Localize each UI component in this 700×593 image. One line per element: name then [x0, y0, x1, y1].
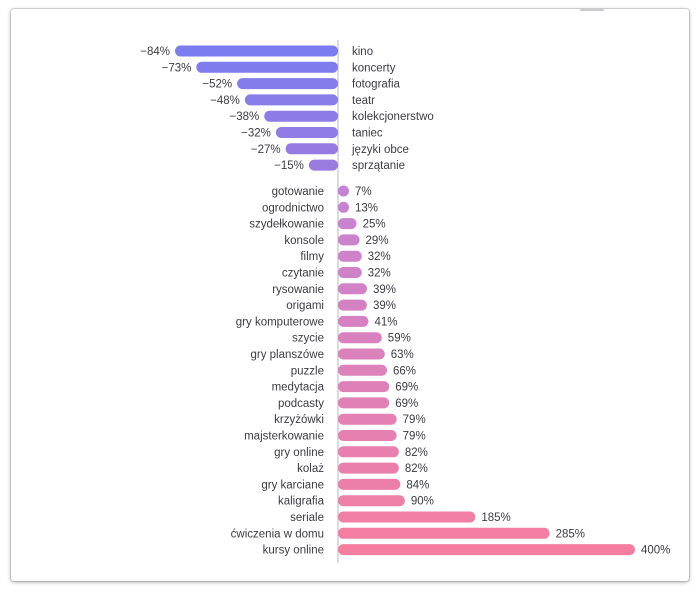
category-label-positive-5: czytanie [282, 268, 324, 280]
bar-positive-15 [338, 430, 397, 441]
bar-negative-4 [264, 110, 338, 122]
value-label-positive-16: 82% [405, 447, 428, 459]
bar-negative-0 [175, 45, 338, 57]
bar-positive-7 [338, 299, 367, 311]
bar-negative-3 [244, 94, 338, 106]
bar-negative-6 [285, 143, 338, 155]
category-label-positive-13: podcasty [278, 398, 324, 410]
bar-positive-20 [338, 511, 476, 523]
category-label-positive-0: gotowanie [272, 186, 324, 198]
category-label-positive-3: konsole [284, 235, 324, 247]
bar-positive-16 [338, 446, 399, 458]
category-label-positive-22: kursy online [263, 545, 324, 557]
category-label-positive-21: ćwiczenia w domu [231, 528, 324, 540]
value-label-positive-8: 41% [374, 316, 397, 328]
category-label-negative-1: koncerty [352, 62, 396, 74]
value-label-positive-2: 25% [363, 219, 386, 231]
value-label-positive-4: 32% [368, 251, 391, 263]
value-label-positive-3: 29% [366, 235, 389, 247]
category-label-positive-17: kolaż [297, 463, 324, 475]
category-label-positive-14: krzyżówki [274, 414, 324, 426]
bar-negative-7 [308, 159, 338, 171]
bar-positive-13 [338, 397, 390, 409]
value-label-positive-0: 7% [355, 186, 372, 198]
bar-positive-5 [338, 267, 362, 278]
value-label-positive-14: 79% [403, 414, 426, 426]
category-label-negative-5: taniec [352, 128, 383, 140]
bar-positive-0 [338, 185, 349, 197]
category-label-positive-19: kaligrafia [278, 496, 325, 508]
category-label-positive-10: gry planszówe [250, 349, 324, 361]
bar-positive-12 [338, 381, 390, 393]
value-label-positive-5: 32% [368, 268, 391, 280]
category-label-positive-2: szydełkowanie [249, 219, 324, 231]
category-label-positive-20: seriale [290, 512, 324, 524]
category-label-positive-15: majsterkowanie [244, 431, 324, 443]
category-label-negative-3: teatr [352, 95, 375, 107]
category-label-negative-4: kolekcjonerstwo [352, 111, 434, 123]
value-label-positive-13: 69% [395, 398, 418, 410]
category-label-positive-11: puzzle [291, 365, 324, 377]
category-label-positive-8: gry komputerowe [236, 316, 324, 328]
value-label-positive-9: 59% [388, 333, 411, 345]
bar-positive-6 [338, 283, 367, 295]
value-label-positive-10: 63% [391, 349, 414, 361]
bar-positive-19 [338, 495, 405, 507]
category-label-positive-7: origami [286, 300, 324, 312]
value-label-positive-6: 39% [373, 284, 396, 296]
value-label-positive-7: 39% [373, 300, 396, 312]
value-label-positive-17: 82% [405, 463, 428, 475]
bar-negative-1 [196, 61, 338, 73]
value-label-positive-15: 79% [403, 431, 426, 443]
window-edge-marker [580, 9, 604, 11]
bar-positive-21 [338, 527, 550, 539]
value-label-positive-21: 285% [556, 528, 585, 540]
bar-positive-1 [338, 201, 349, 213]
category-label-negative-7: sprzątanie [352, 160, 405, 172]
category-label-positive-6: rysowanie [272, 284, 324, 296]
bar-positive-9 [338, 332, 382, 344]
value-label-positive-20: 185% [481, 512, 510, 524]
bar-positive-8 [338, 315, 369, 327]
value-label-positive-12: 69% [395, 382, 418, 394]
category-label-positive-9: szycie [292, 333, 324, 345]
category-label-positive-16: gry online [274, 447, 324, 459]
value-label-positive-22: 400% [641, 545, 670, 557]
value-label-negative-7: −15% [274, 160, 304, 172]
category-label-positive-18: gry karciane [261, 479, 324, 491]
value-label-negative-0: −84% [140, 46, 170, 58]
value-label-negative-4: −38% [230, 111, 260, 123]
bar-positive-14 [338, 413, 397, 425]
bar-positive-10 [338, 348, 385, 360]
value-label-positive-18: 84% [406, 479, 429, 491]
category-label-positive-4: filmy [300, 251, 324, 263]
category-label-negative-6: języki obce [351, 144, 409, 156]
value-label-negative-1: −73% [162, 62, 192, 74]
value-label-positive-19: 90% [411, 496, 434, 508]
bar-positive-18 [338, 478, 401, 490]
bar-negative-2 [237, 78, 338, 90]
value-label-negative-6: −27% [251, 144, 281, 156]
category-label-negative-0: kino [352, 46, 373, 58]
value-label-negative-2: −52% [202, 79, 232, 91]
bar-positive-4 [338, 250, 362, 262]
value-label-negative-5: −32% [241, 128, 271, 140]
bar-positive-17 [338, 462, 399, 474]
bar-positive-2 [338, 218, 357, 230]
category-label-negative-2: fotografia [352, 79, 401, 91]
value-label-positive-11: 66% [393, 365, 416, 377]
bar-positive-3 [338, 234, 360, 246]
category-label-positive-12: medytacja [272, 382, 325, 394]
bar-positive-11 [338, 364, 388, 376]
bar-negative-5 [275, 127, 338, 138]
value-label-positive-1: 13% [355, 202, 378, 214]
category-label-positive-1: ogrodnictwo [262, 202, 324, 214]
value-label-negative-3: −48% [210, 95, 240, 107]
bar-positive-22 [338, 544, 635, 556]
